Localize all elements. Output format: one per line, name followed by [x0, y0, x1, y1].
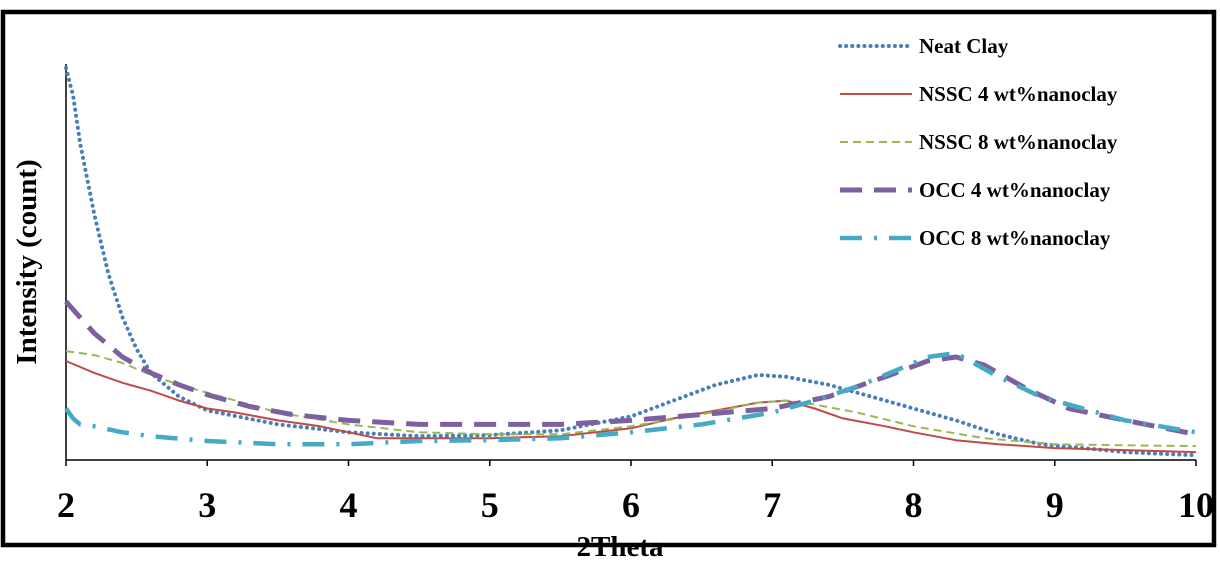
series-line-nssc-8-wt-nanoclay [65, 350, 1197, 448]
x-tick-label: 8 [905, 485, 923, 525]
x-tick-label: 2 [57, 485, 75, 525]
legend-label-occ-8-wt-nanoclay: OCC 8 wt%nanoclay [919, 226, 1111, 250]
legend-label-nssc-8-wt-nanoclay: NSSC 8 wt%nanoclay [919, 130, 1118, 154]
x-tick-label: 9 [1046, 485, 1064, 525]
x-tick-label: 7 [763, 485, 781, 525]
x-axis-title: 2Theta [577, 531, 665, 561]
legend: Neat Clay NSSC 4 wt%nanoclay NSSC 8 wt%nan… [838, 34, 1118, 250]
x-tick-label: 4 [340, 485, 358, 525]
x-tick-label: 5 [481, 485, 499, 525]
y-axis-title: Intensity (count) [11, 159, 43, 364]
x-tick-label: 3 [198, 485, 216, 525]
series-line-nssc-4-wt-nanoclay [65, 360, 1197, 454]
series-line-neat-clay [64, 66, 1198, 458]
chart-frame [0, 9, 1217, 548]
legend-label-neat-clay: Neat Clay [919, 34, 1009, 58]
x-tick-label: 6 [622, 485, 640, 525]
legend-label-nssc-4-wt-nanoclay: NSSC 4 wt%nanoclay [919, 82, 1118, 106]
series-line-occ-4-wt-nanoclay [64, 299, 1197, 437]
legend-label-occ-4-wt-nanoclay: OCC 4 wt%nanoclay [919, 178, 1111, 202]
x-tick-label: 10 [1178, 485, 1214, 525]
series-layer [64, 66, 1198, 458]
series-line-occ-8-wt-nanoclay [64, 350, 1197, 447]
x-axis-ticks: 2 3 4 5 6 7 8 9 10 [57, 460, 1214, 525]
